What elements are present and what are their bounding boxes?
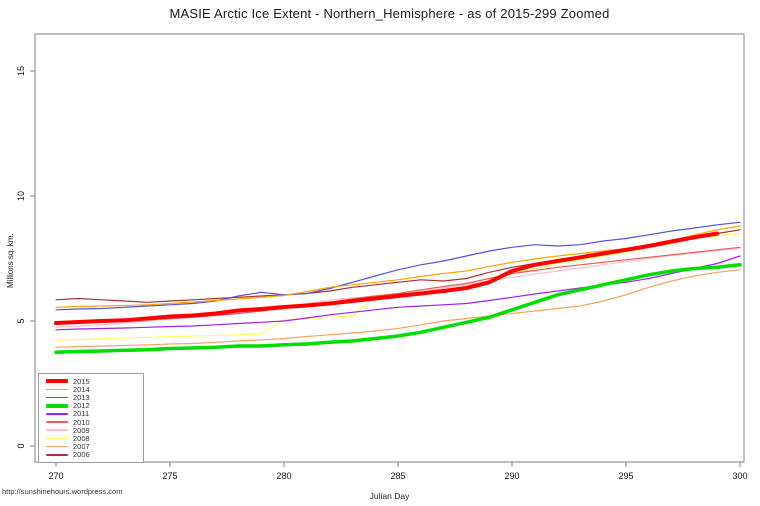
legend-entry-2015: 2015 bbox=[46, 376, 141, 386]
legend-label: 2012 bbox=[73, 401, 90, 411]
legend-line-sample bbox=[46, 388, 68, 391]
legend-entry-2010: 2010 bbox=[46, 417, 141, 427]
chart-title: MASIE Arctic Ice Extent - Northern_Hemis… bbox=[169, 6, 610, 21]
legend: 2015 2014 2013 2012 2011 2010 2009 2008 2007 2006 bbox=[38, 373, 144, 463]
x-tick-label: 300 bbox=[732, 471, 747, 481]
legend-line-sample bbox=[46, 437, 68, 440]
x-tick-label: 295 bbox=[618, 471, 633, 481]
x-axis-label: Julian Day bbox=[369, 491, 410, 501]
series-line-2015 bbox=[54, 231, 720, 325]
legend-line-sample bbox=[46, 396, 68, 399]
legend-line-sample bbox=[46, 413, 68, 415]
legend-label: 2010 bbox=[73, 417, 90, 427]
series-line-2009 bbox=[55, 247, 741, 328]
y-tick-label: 0 bbox=[16, 443, 26, 448]
x-tick-label: 290 bbox=[504, 471, 519, 481]
x-tick-label: 275 bbox=[162, 471, 177, 481]
legend-line-sample bbox=[46, 454, 68, 456]
legend-label: 2013 bbox=[73, 392, 90, 402]
legend-entry-2013: 2013 bbox=[46, 394, 141, 401]
series-line-2013 bbox=[55, 221, 741, 311]
legend-line-sample bbox=[46, 379, 68, 384]
legend-line-sample bbox=[46, 421, 68, 423]
legend-label: 2014 bbox=[73, 384, 90, 394]
legend-entry-2009: 2009 bbox=[46, 425, 141, 435]
legend-label: 2008 bbox=[73, 433, 90, 443]
x-tick-label: 280 bbox=[276, 471, 291, 481]
legend-line-sample bbox=[46, 445, 68, 448]
y-tick-label: 15 bbox=[16, 66, 26, 76]
plot-border bbox=[34, 33, 745, 463]
legend-entry-2012: 2012 bbox=[46, 402, 141, 409]
legend-line-sample bbox=[46, 429, 68, 431]
legend-line-sample bbox=[46, 403, 68, 408]
footer-url: http://sunshinehours.wordpress.com bbox=[2, 487, 123, 496]
legend-entry-2007: 2007 bbox=[46, 443, 141, 450]
series-line-2007 bbox=[55, 269, 741, 348]
legend-label: 2015 bbox=[73, 376, 90, 386]
y-axis-label: Millions sq. km. bbox=[6, 233, 15, 288]
x-tick-label: 270 bbox=[48, 471, 63, 481]
y-tick-label: 5 bbox=[16, 318, 26, 323]
legend-label: 2011 bbox=[73, 409, 90, 419]
legend-label: 2007 bbox=[73, 442, 90, 452]
legend-label: 2006 bbox=[73, 450, 90, 460]
series-line-2012 bbox=[54, 263, 742, 355]
legend-label: 2009 bbox=[73, 425, 90, 435]
series-line-2011 bbox=[55, 255, 741, 331]
legend-entry-2014: 2014 bbox=[46, 386, 141, 393]
legend-entry-2011: 2011 bbox=[46, 409, 141, 419]
legend-entry-2008: 2008 bbox=[46, 435, 141, 442]
series-line-2010 bbox=[55, 246, 741, 323]
y-tick-label: 10 bbox=[16, 191, 26, 201]
legend-entry-2006: 2006 bbox=[46, 450, 141, 460]
x-tick-label: 285 bbox=[390, 471, 405, 481]
